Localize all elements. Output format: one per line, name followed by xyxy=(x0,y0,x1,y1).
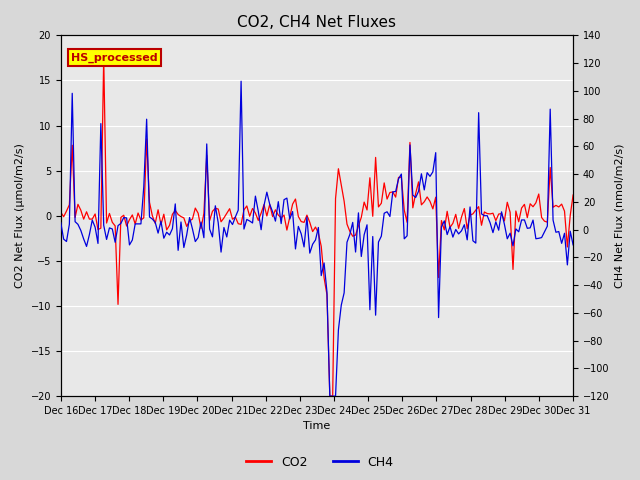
Y-axis label: CO2 Net Flux (μmol/m2/s): CO2 Net Flux (μmol/m2/s) xyxy=(15,144,25,288)
Title: CO2, CH4 Net Fluxes: CO2, CH4 Net Fluxes xyxy=(237,15,396,30)
Legend: CO2, CH4: CO2, CH4 xyxy=(241,451,399,474)
Text: HS_processed: HS_processed xyxy=(71,53,157,63)
Y-axis label: CH4 Net Flux (nmol/m2/s): CH4 Net Flux (nmol/m2/s) xyxy=(615,144,625,288)
X-axis label: Time: Time xyxy=(303,421,331,432)
